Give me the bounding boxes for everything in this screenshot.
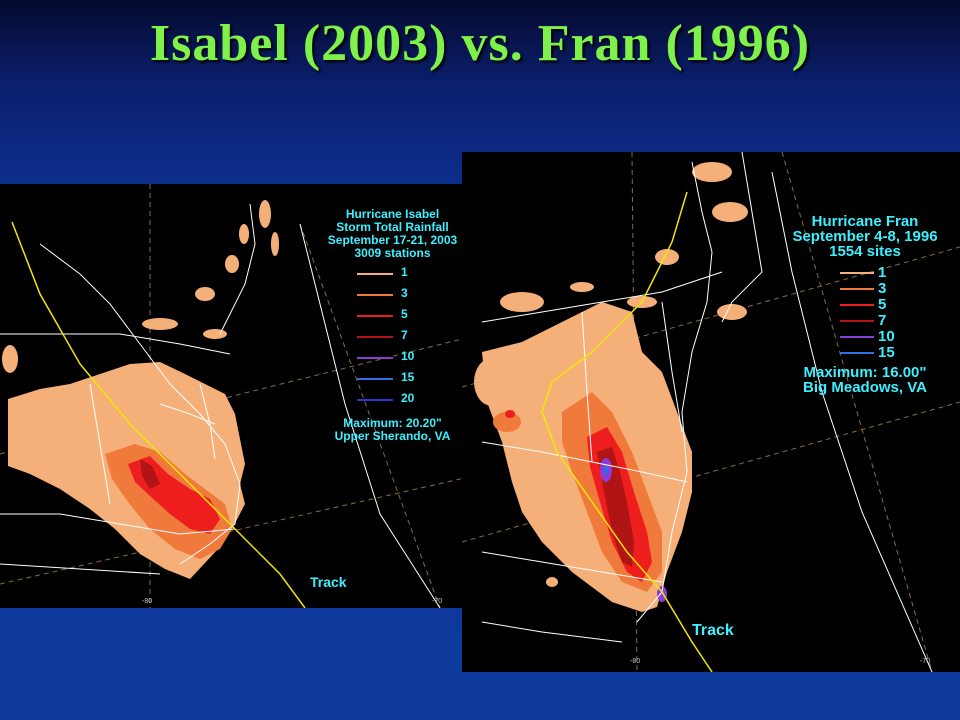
longitude-label: -80 <box>142 598 153 605</box>
legend-value: 20 <box>401 391 415 405</box>
legend-entry-3: 3 <box>770 281 960 297</box>
legend-value: 5 <box>878 296 887 313</box>
legend-subtitle: Storm Total Rainfall <box>336 220 449 234</box>
legend-max-location: Big Meadows, VA <box>803 379 927 396</box>
legend-dates: September 17-21, 2003 <box>327 233 458 247</box>
legend-value: 7 <box>401 328 408 342</box>
legend-max-location: Upper Sherando, VA <box>334 429 451 443</box>
isabel-legend: Hurricane Isabel Storm Total Rainfall Se… <box>305 208 480 443</box>
legend-value: 1 <box>401 265 408 279</box>
legend-dates: September 4-8, 1996 <box>792 228 938 245</box>
legend-value: 7 <box>878 312 887 329</box>
legend-swatch <box>357 336 393 338</box>
legend-entry-5: 5 <box>305 308 480 329</box>
legend-value: 15 <box>878 344 895 361</box>
legend-entry-3: 3 <box>305 287 480 308</box>
legend-swatch <box>357 294 393 296</box>
legend-entry-20: 20 <box>305 392 480 413</box>
legend-swatch <box>840 288 874 290</box>
isabel-rainfall-map: Hurricane Isabel Storm Total Rainfall Se… <box>0 184 482 608</box>
legend-swatch <box>840 304 874 306</box>
track-label: Track <box>310 574 347 590</box>
legend-entries: 1 3 5 7 10 15 <box>305 266 480 413</box>
legend-swatch <box>840 272 874 274</box>
legend-entry-1: 1 <box>770 265 960 281</box>
legend-value: 1 <box>878 264 887 281</box>
legend-maximum: Maximum: 20.20" <box>343 416 442 430</box>
legend-entry-7: 7 <box>305 329 480 350</box>
fran-legend: Hurricane Fran September 4-8, 1996 1554 … <box>770 214 960 395</box>
legend-swatch <box>840 336 874 338</box>
fran-rainfall-map: Hurricane Fran September 4-8, 1996 1554 … <box>462 152 960 672</box>
track-label: Track <box>692 622 734 639</box>
legend-swatch <box>357 378 393 380</box>
legend-title: Hurricane Fran <box>811 213 919 230</box>
fran-map-graphic <box>462 152 960 672</box>
longitude-label: -80 <box>630 658 641 665</box>
legend-value: 15 <box>401 370 415 384</box>
legend-value: 3 <box>878 280 887 297</box>
legend-value: 10 <box>878 328 895 345</box>
legend-swatch <box>357 357 393 359</box>
isabel-map-graphic <box>0 184 482 608</box>
legend-value: 3 <box>401 286 408 300</box>
legend-entries: 1 3 5 7 10 15 <box>770 265 960 361</box>
legend-swatch <box>357 399 393 401</box>
legend-entry-15: 15 <box>305 371 480 392</box>
legend-maximum: Maximum: 16.00" <box>803 364 927 381</box>
slide-title: Isabel (2003) vs. Fran (1996) <box>149 15 811 72</box>
legend-site-count: 1554 sites <box>829 243 901 260</box>
longitude-label: -70 <box>432 598 443 605</box>
legend-entry-10: 10 <box>770 329 960 345</box>
legend-swatch <box>357 315 393 317</box>
legend-entry-1: 1 <box>305 266 480 287</box>
legend-entry-7: 7 <box>770 313 960 329</box>
legend-swatch <box>840 352 874 354</box>
legend-entry-5: 5 <box>770 297 960 313</box>
legend-title: Hurricane Isabel <box>345 207 440 221</box>
longitude-label: -70 <box>920 658 931 665</box>
legend-entry-10: 10 <box>305 350 480 371</box>
legend-station-count: 3009 stations <box>354 246 431 260</box>
legend-value: 10 <box>401 349 415 363</box>
legend-value: 5 <box>401 307 408 321</box>
legend-swatch <box>840 320 874 322</box>
legend-swatch <box>357 273 393 275</box>
legend-entry-15: 15 <box>770 345 960 361</box>
